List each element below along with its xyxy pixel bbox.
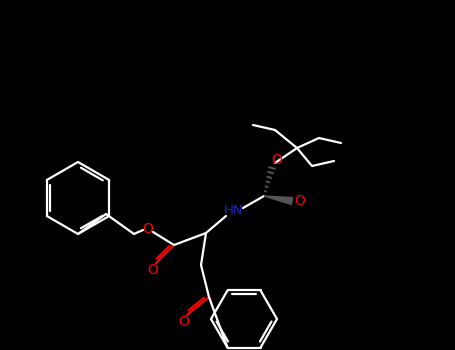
Text: O: O (178, 315, 189, 329)
Text: O: O (147, 263, 158, 277)
Text: HN: HN (224, 204, 244, 217)
Polygon shape (264, 196, 293, 204)
Text: O: O (142, 222, 153, 236)
Text: O: O (294, 194, 305, 208)
Text: O: O (272, 153, 283, 167)
